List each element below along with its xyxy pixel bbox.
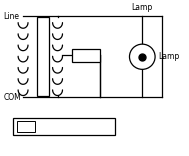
Text: = Ignitor: = Ignitor [38, 122, 74, 131]
Text: Line: Line [3, 12, 19, 21]
Bar [17, 121, 35, 132]
Bar [13, 118, 115, 135]
Bar [72, 49, 100, 62]
Circle shape [129, 44, 155, 69]
Text: Lamp: Lamp [132, 3, 153, 12]
Text: COM: COM [3, 93, 21, 102]
Bar [37, 17, 49, 95]
Text: Lamp: Lamp [158, 52, 179, 61]
